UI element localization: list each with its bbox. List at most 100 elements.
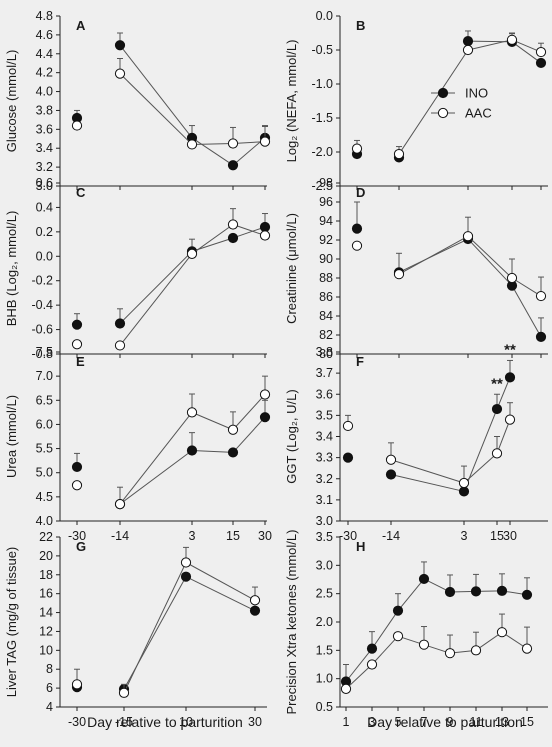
- x-tick-label: -30: [68, 715, 86, 729]
- y-tick-label: -0.2: [31, 274, 53, 288]
- data-point: [114, 340, 126, 351]
- series-ino: [340, 561, 533, 687]
- series-line-segment: [232, 141, 266, 144]
- data-point: [462, 44, 474, 56]
- y-tick-label: 14: [39, 606, 53, 620]
- legend-marker: [437, 87, 449, 99]
- series-line-segment: [345, 648, 373, 682]
- series-line-segment: [398, 49, 469, 155]
- x-tick-label: 5: [395, 715, 402, 729]
- data-point: [535, 46, 547, 58]
- y-tick-label: -2.0: [311, 145, 333, 159]
- data-point: [392, 631, 404, 642]
- y-tick-label: 3.1: [316, 493, 333, 507]
- y-tick-label: 0.6: [36, 176, 53, 190]
- data-point: [444, 648, 456, 659]
- y-tick-label: 2.5: [316, 587, 333, 601]
- y-tick-label: -0.5: [311, 43, 333, 57]
- data-point: [535, 290, 547, 302]
- data-point: [71, 461, 83, 473]
- data-point: [393, 148, 405, 160]
- panel-c: -0.8 -0.6 -0.4 -0.2 0.0 0.2 0.4 0.6 BHB (Log₂, m…: [4, 176, 271, 361]
- y-tick-label: -0.6: [31, 323, 53, 337]
- panel-h: 0.51.01.52.02.53.03.51 3 5 7 9 11 13 15Precisio…: [284, 530, 548, 730]
- x-tick-label: 15: [226, 529, 240, 543]
- y-tick-label: 3.2: [36, 160, 53, 174]
- y-tick-label: 4.0: [36, 85, 53, 99]
- series-line-segment: [119, 73, 193, 145]
- significance-marker: **: [491, 375, 503, 392]
- significance-marker: **: [504, 341, 516, 358]
- series-aac: [71, 546, 261, 698]
- series-line-segment: [496, 419, 511, 454]
- series-line-segment: [463, 453, 498, 484]
- legend: INO AAC: [431, 86, 492, 121]
- panel-letter: G: [76, 539, 86, 554]
- x-tick-label: 3: [189, 529, 196, 543]
- y-tick-label: -1.0: [311, 77, 333, 91]
- data-point: [71, 319, 83, 330]
- data-point: [186, 139, 198, 150]
- data-point: [342, 420, 354, 432]
- y-axis-title: Log₂ (NEFA, mmol/L): [284, 40, 299, 163]
- data-point: [249, 605, 261, 616]
- data-point: [227, 160, 239, 171]
- y-tick-label: 8: [46, 662, 53, 676]
- data-point: [393, 269, 405, 280]
- panel-letter: A: [76, 18, 86, 33]
- x-tick-label: 3: [461, 529, 468, 543]
- panel-letter: C: [76, 185, 86, 200]
- series-line-segment: [191, 143, 234, 145]
- data-point: [385, 454, 397, 465]
- y-tick-label: 1.0: [316, 672, 333, 686]
- panel-letter: D: [356, 185, 365, 200]
- y-tick-label: 3.5: [316, 530, 333, 544]
- series-line-segment: [397, 578, 425, 611]
- data-point: [180, 571, 192, 582]
- x-tick-label: 30: [248, 715, 262, 729]
- data-point: [71, 339, 83, 350]
- y-tick-label: 0.5: [316, 700, 333, 714]
- x-tick-label: 7: [421, 715, 428, 729]
- x-tick-label: -30: [68, 529, 86, 543]
- y-tick-label: 80: [319, 347, 333, 361]
- data-point: [506, 272, 518, 284]
- y-tick-label: 3.4: [36, 141, 53, 155]
- x-axis-title: Day relative to parturition: [87, 714, 243, 730]
- y-axis-title: GGT (Log₂, U/L): [284, 389, 299, 483]
- y-tick-label: 0.0: [36, 249, 53, 263]
- data-point: [470, 645, 482, 656]
- series-aac: [71, 375, 271, 510]
- y-tick-label: 3.4: [316, 430, 333, 444]
- data-point: [351, 223, 363, 234]
- data-point: [114, 40, 126, 51]
- y-tick-label: -2.5: [311, 179, 333, 193]
- panel-e: 4.0 4.5 5.0 5.5 6.0 6.5 7.0 7.5 -30 -14 3 15 30 Urea …: [4, 345, 272, 543]
- data-point: [535, 331, 547, 342]
- data-point: [491, 403, 503, 415]
- series-line-segment: [232, 394, 266, 431]
- x-tick-label: 3: [369, 715, 376, 729]
- y-tick-label: 7.0: [36, 369, 53, 383]
- data-point: [259, 221, 271, 233]
- series-line-segment: [390, 459, 465, 484]
- data-point: [186, 407, 198, 418]
- series-line-segment: [467, 238, 513, 286]
- series-aac: [351, 32, 547, 160]
- series-line-segment: [390, 474, 465, 492]
- y-axis-title: Liver TAG (mg/g of tissue): [4, 547, 19, 698]
- data-point: [366, 659, 378, 670]
- series-aac: [342, 402, 516, 489]
- y-tick-label: 18: [39, 568, 53, 582]
- data-point: [227, 138, 239, 149]
- data-point: [521, 589, 533, 600]
- data-point: [227, 219, 239, 230]
- series-line-segment: [232, 226, 266, 239]
- y-tick-label: 3.6: [316, 387, 333, 401]
- data-point: [118, 687, 130, 698]
- data-point: [227, 424, 239, 435]
- data-point: [366, 643, 378, 654]
- data-point: [180, 557, 192, 568]
- y-tick-label: 3.0: [36, 179, 53, 193]
- x-tick-label: 15: [490, 529, 504, 543]
